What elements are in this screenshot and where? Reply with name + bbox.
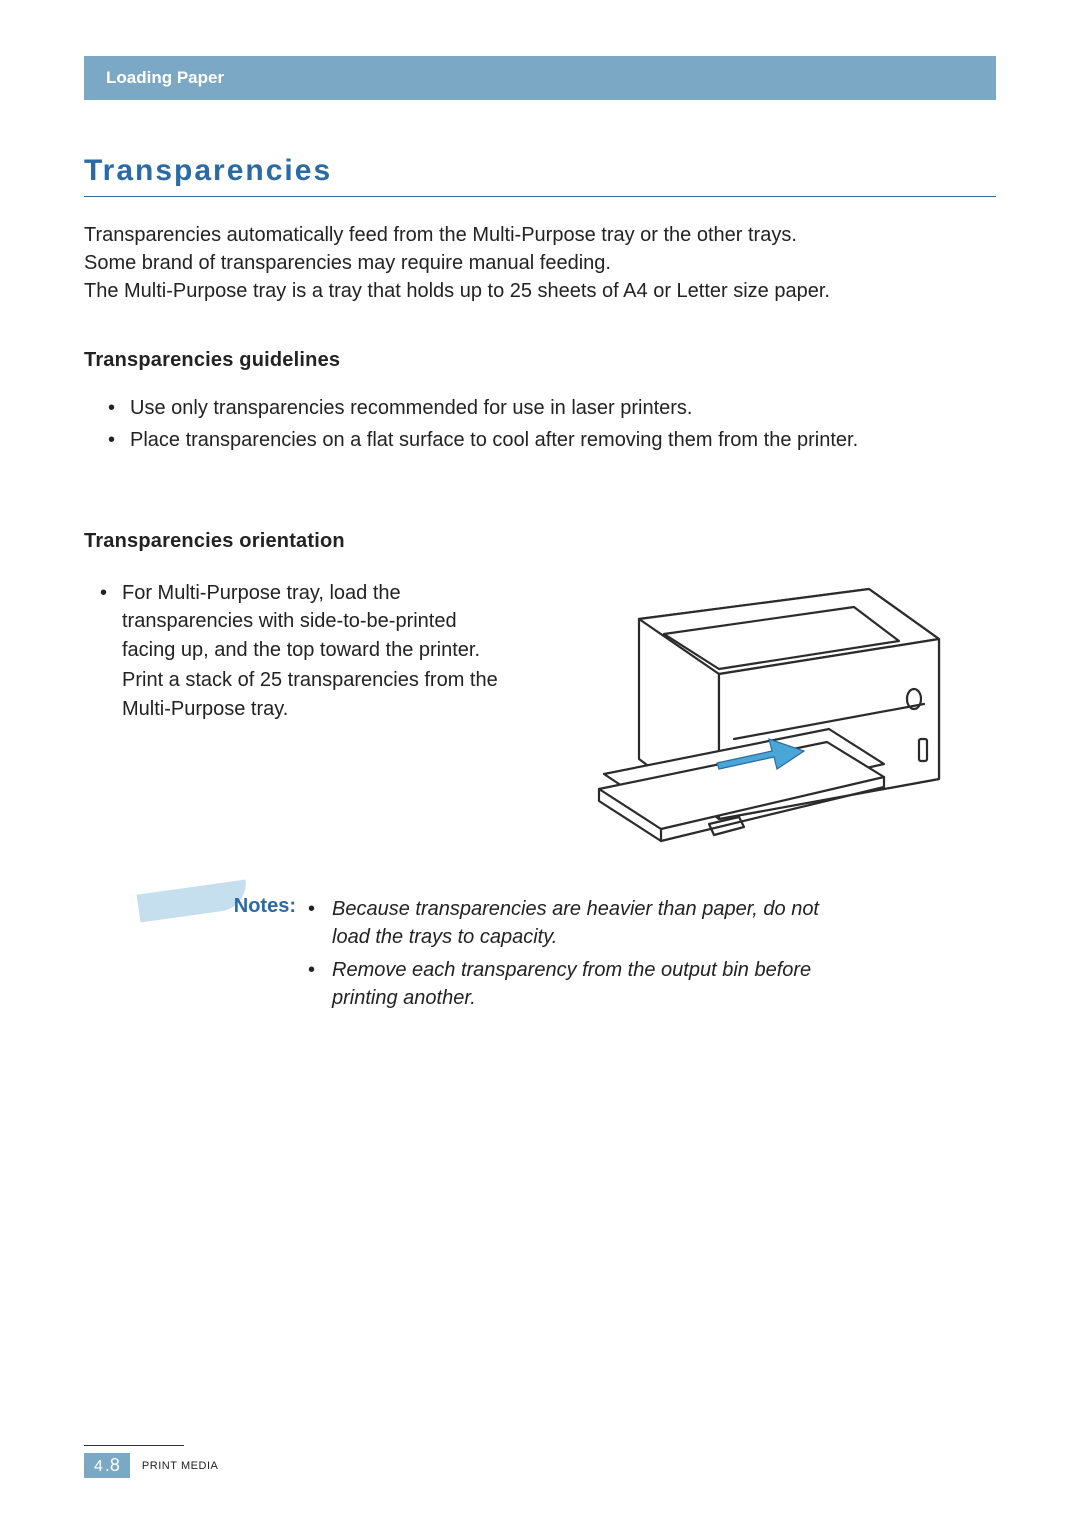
list-item: • Because transparencies are heavier tha… [308, 895, 852, 952]
orientation-continuation: Print a stack of 25 transparencies from … [84, 666, 514, 723]
note-text: Because transparencies are heavier than … [332, 895, 852, 952]
chapter-number: 4 [94, 1458, 103, 1476]
notes-list: • Because transparencies are heavier tha… [308, 895, 852, 1017]
notes-label: Notes: [234, 895, 296, 917]
list-item: Use only transparencies recommended for … [130, 394, 996, 422]
bullet-icon: • [308, 956, 332, 1013]
notes-swish-icon [137, 879, 250, 922]
footer-cap: M [177, 1460, 190, 1472]
page: Loading Paper Transparencies Transparenc… [0, 0, 1080, 1526]
printer-svg [569, 579, 969, 869]
page-number-badge: 4 .8 [84, 1453, 130, 1478]
notes-block: Notes: • Because transparencies are heav… [138, 895, 996, 1017]
bullet-icon: • [84, 579, 122, 664]
note-text: Remove each transparency from the output… [332, 956, 852, 1013]
section-bar-label: Loading Paper [106, 68, 224, 88]
orientation-heading: Transparencies orientation [84, 530, 996, 553]
orientation-text: • For Multi-Purpose tray, load the trans… [84, 579, 514, 869]
intro-line: Some brand of transparencies may require… [84, 249, 996, 277]
footer-small: RINT [150, 1460, 178, 1472]
list-item: Place transparencies on a flat surface t… [130, 426, 996, 454]
page-title: Transparencies [84, 154, 996, 194]
bullet-icon: • [308, 895, 332, 952]
guidelines-list: Use only transparencies recommended for … [84, 394, 996, 454]
intro-paragraph: Transparencies automatically feed from t… [84, 221, 996, 305]
guidelines-heading: Transparencies guidelines [84, 349, 996, 372]
footer-rule [84, 1445, 184, 1446]
section-bar: Loading Paper [84, 56, 996, 100]
intro-line: The Multi-Purpose tray is a tray that ho… [84, 277, 996, 305]
page-footer: 4 .8 PRINT MEDIA [84, 1453, 218, 1478]
orientation-row: • For Multi-Purpose tray, load the trans… [84, 579, 996, 869]
printer-illustration [542, 579, 996, 869]
guideline-text: Place transparencies on a flat surface t… [130, 426, 996, 454]
list-item: • Remove each transparency from the outp… [308, 956, 852, 1013]
footer-section-label: PRINT MEDIA [142, 1460, 218, 1472]
guideline-text: Use only transparencies recommended for … [130, 394, 996, 422]
page-number: .8 [105, 1455, 120, 1476]
footer-small: EDIA [191, 1460, 219, 1472]
orientation-bullet-text: For Multi-Purpose tray, load the transpa… [122, 579, 514, 664]
intro-line: Transparencies automatically feed from t… [84, 221, 996, 249]
title-underline [84, 196, 996, 197]
footer-cap: P [142, 1460, 150, 1472]
